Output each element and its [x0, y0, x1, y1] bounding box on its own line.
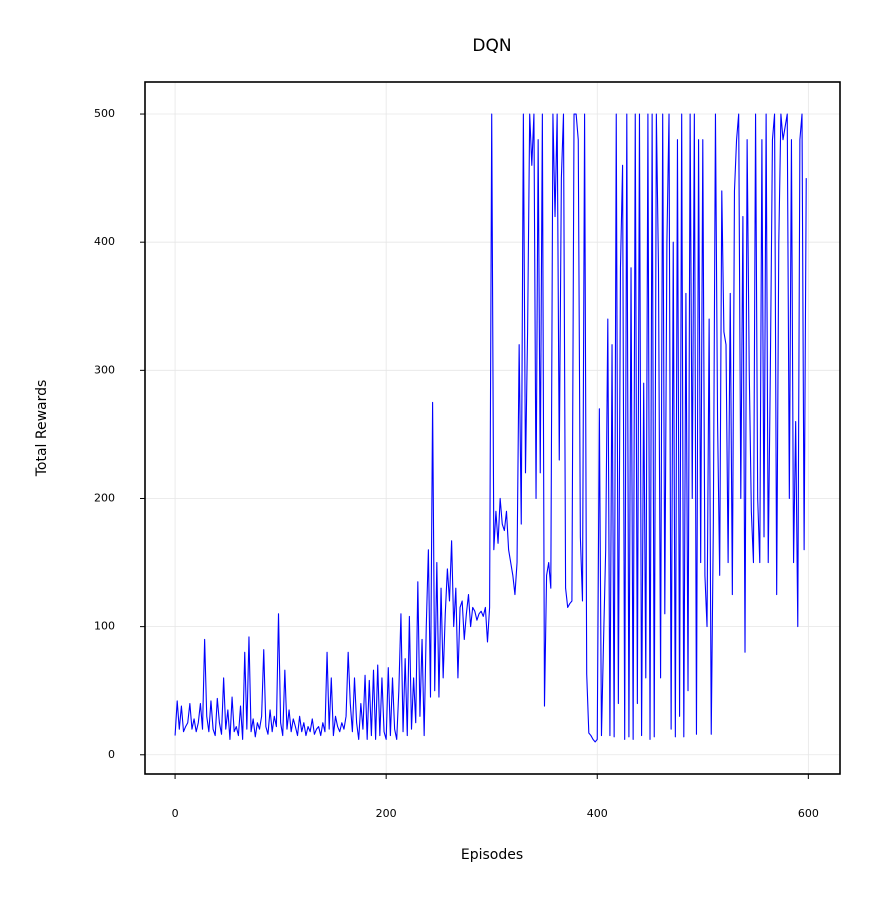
x-tick-label: 400: [587, 807, 608, 820]
y-tick-label: 400: [94, 235, 115, 248]
x-tick-label: 200: [376, 807, 397, 820]
y-tick-label: 300: [94, 363, 115, 376]
y-tick-label: 200: [94, 491, 115, 504]
plot-frame: [144, 81, 841, 775]
data-line: [174, 113, 807, 743]
x-tick-label: 600: [798, 807, 819, 820]
y-tick-label: 0: [108, 748, 115, 761]
y-tick-label: 500: [94, 107, 115, 120]
y-axis-label: Total Rewards: [34, 380, 50, 478]
x-axis-label: Episodes: [461, 847, 523, 863]
x-tick-label: 0: [172, 807, 179, 820]
y-tick-label: 100: [94, 620, 115, 633]
chart-title: DQN: [472, 36, 511, 56]
